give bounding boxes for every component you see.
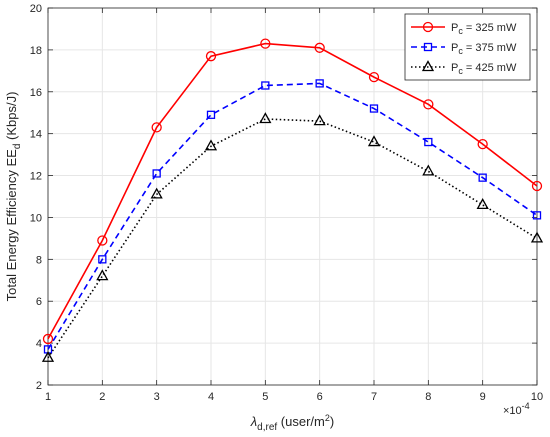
data-point-series-1 <box>314 42 325 53</box>
y-tick-label: 10 <box>30 212 42 224</box>
data-point-series-3 <box>96 269 109 281</box>
y-tick-label: 8 <box>36 254 42 266</box>
y-tick-label: 20 <box>30 3 42 15</box>
series-layer <box>41 38 544 362</box>
data-point-series-3 <box>41 350 55 362</box>
x-tick-label: 2 <box>99 391 105 403</box>
x-tick-label: 5 <box>262 391 268 403</box>
series-3 <box>41 112 544 362</box>
x-tick-label: 3 <box>154 391 160 403</box>
series-1 <box>42 38 543 345</box>
y-tick-label: 16 <box>30 87 42 99</box>
y-tick-label: 18 <box>30 45 42 57</box>
legend-marker-3 <box>421 60 435 72</box>
data-point-series-2 <box>478 173 487 182</box>
axes-box <box>47 7 538 386</box>
data-point-series-3 <box>259 112 272 124</box>
legend-label-3: Pc = 425 mW <box>451 62 517 76</box>
grid <box>47 7 538 386</box>
data-point-series-1 <box>97 235 108 246</box>
y-tick-label: 12 <box>30 171 42 183</box>
series-line-2 <box>47 82 538 350</box>
y-axis-label: Total Energy Efficiency EEd (Kbps/J) <box>4 92 23 302</box>
x-exponent-label: ×10-4 <box>503 401 530 417</box>
data-point-series-3 <box>422 164 435 176</box>
data-point-series-3 <box>150 187 163 199</box>
data-point-series-2 <box>424 137 433 147</box>
data-point-series-3 <box>530 231 544 243</box>
legend-label-1: Pc = 325 mW <box>451 22 517 36</box>
data-point-series-2 <box>369 104 379 113</box>
x-tick-label: 10 <box>531 391 543 403</box>
y-tick-label: 6 <box>36 296 42 308</box>
data-point-series-3 <box>476 198 489 210</box>
data-point-series-1 <box>260 38 271 49</box>
legend: Pc = 325 mW Pc = 375 mW Pc = 425 mW <box>404 13 531 81</box>
data-point-series-3 <box>367 135 381 147</box>
data-point-series-1 <box>42 333 54 345</box>
data-point-series-2 <box>261 81 270 90</box>
data-point-series-2 <box>98 255 107 264</box>
data-point-series-1 <box>531 180 543 192</box>
y-tick-label: 4 <box>36 338 42 350</box>
data-point-series-1 <box>205 51 217 62</box>
x-tick-label: 1 <box>45 391 51 403</box>
legend-marker-1 <box>422 21 434 33</box>
x-tick-label: 6 <box>317 391 323 403</box>
data-point-series-1 <box>423 99 434 110</box>
y-tick-label: 2 <box>36 380 42 392</box>
data-point-series-2 <box>206 110 216 119</box>
x-tick-label: 9 <box>480 391 486 403</box>
x-axis-label: λd,ref (user/m2) <box>250 413 334 433</box>
data-point-series-2 <box>532 211 542 220</box>
data-point-series-1 <box>151 122 162 133</box>
series-line-3 <box>47 118 538 359</box>
data-point-series-1 <box>368 71 380 83</box>
x-tick-label: 4 <box>208 391 214 403</box>
x-tick-label: 7 <box>371 391 377 403</box>
data-point-series-2 <box>315 79 324 88</box>
legend-marker-2 <box>423 42 433 52</box>
data-point-series-3 <box>204 139 218 151</box>
data-point-series-3 <box>313 114 326 126</box>
series-2 <box>43 79 542 354</box>
data-point-series-1 <box>477 138 488 150</box>
y-tick-label: 14 <box>30 129 42 141</box>
x-tick-label: 8 <box>425 391 431 403</box>
data-point-series-2 <box>152 169 161 178</box>
series-line-1 <box>47 42 538 340</box>
legend-label-2: Pc = 375 mW <box>451 42 517 56</box>
